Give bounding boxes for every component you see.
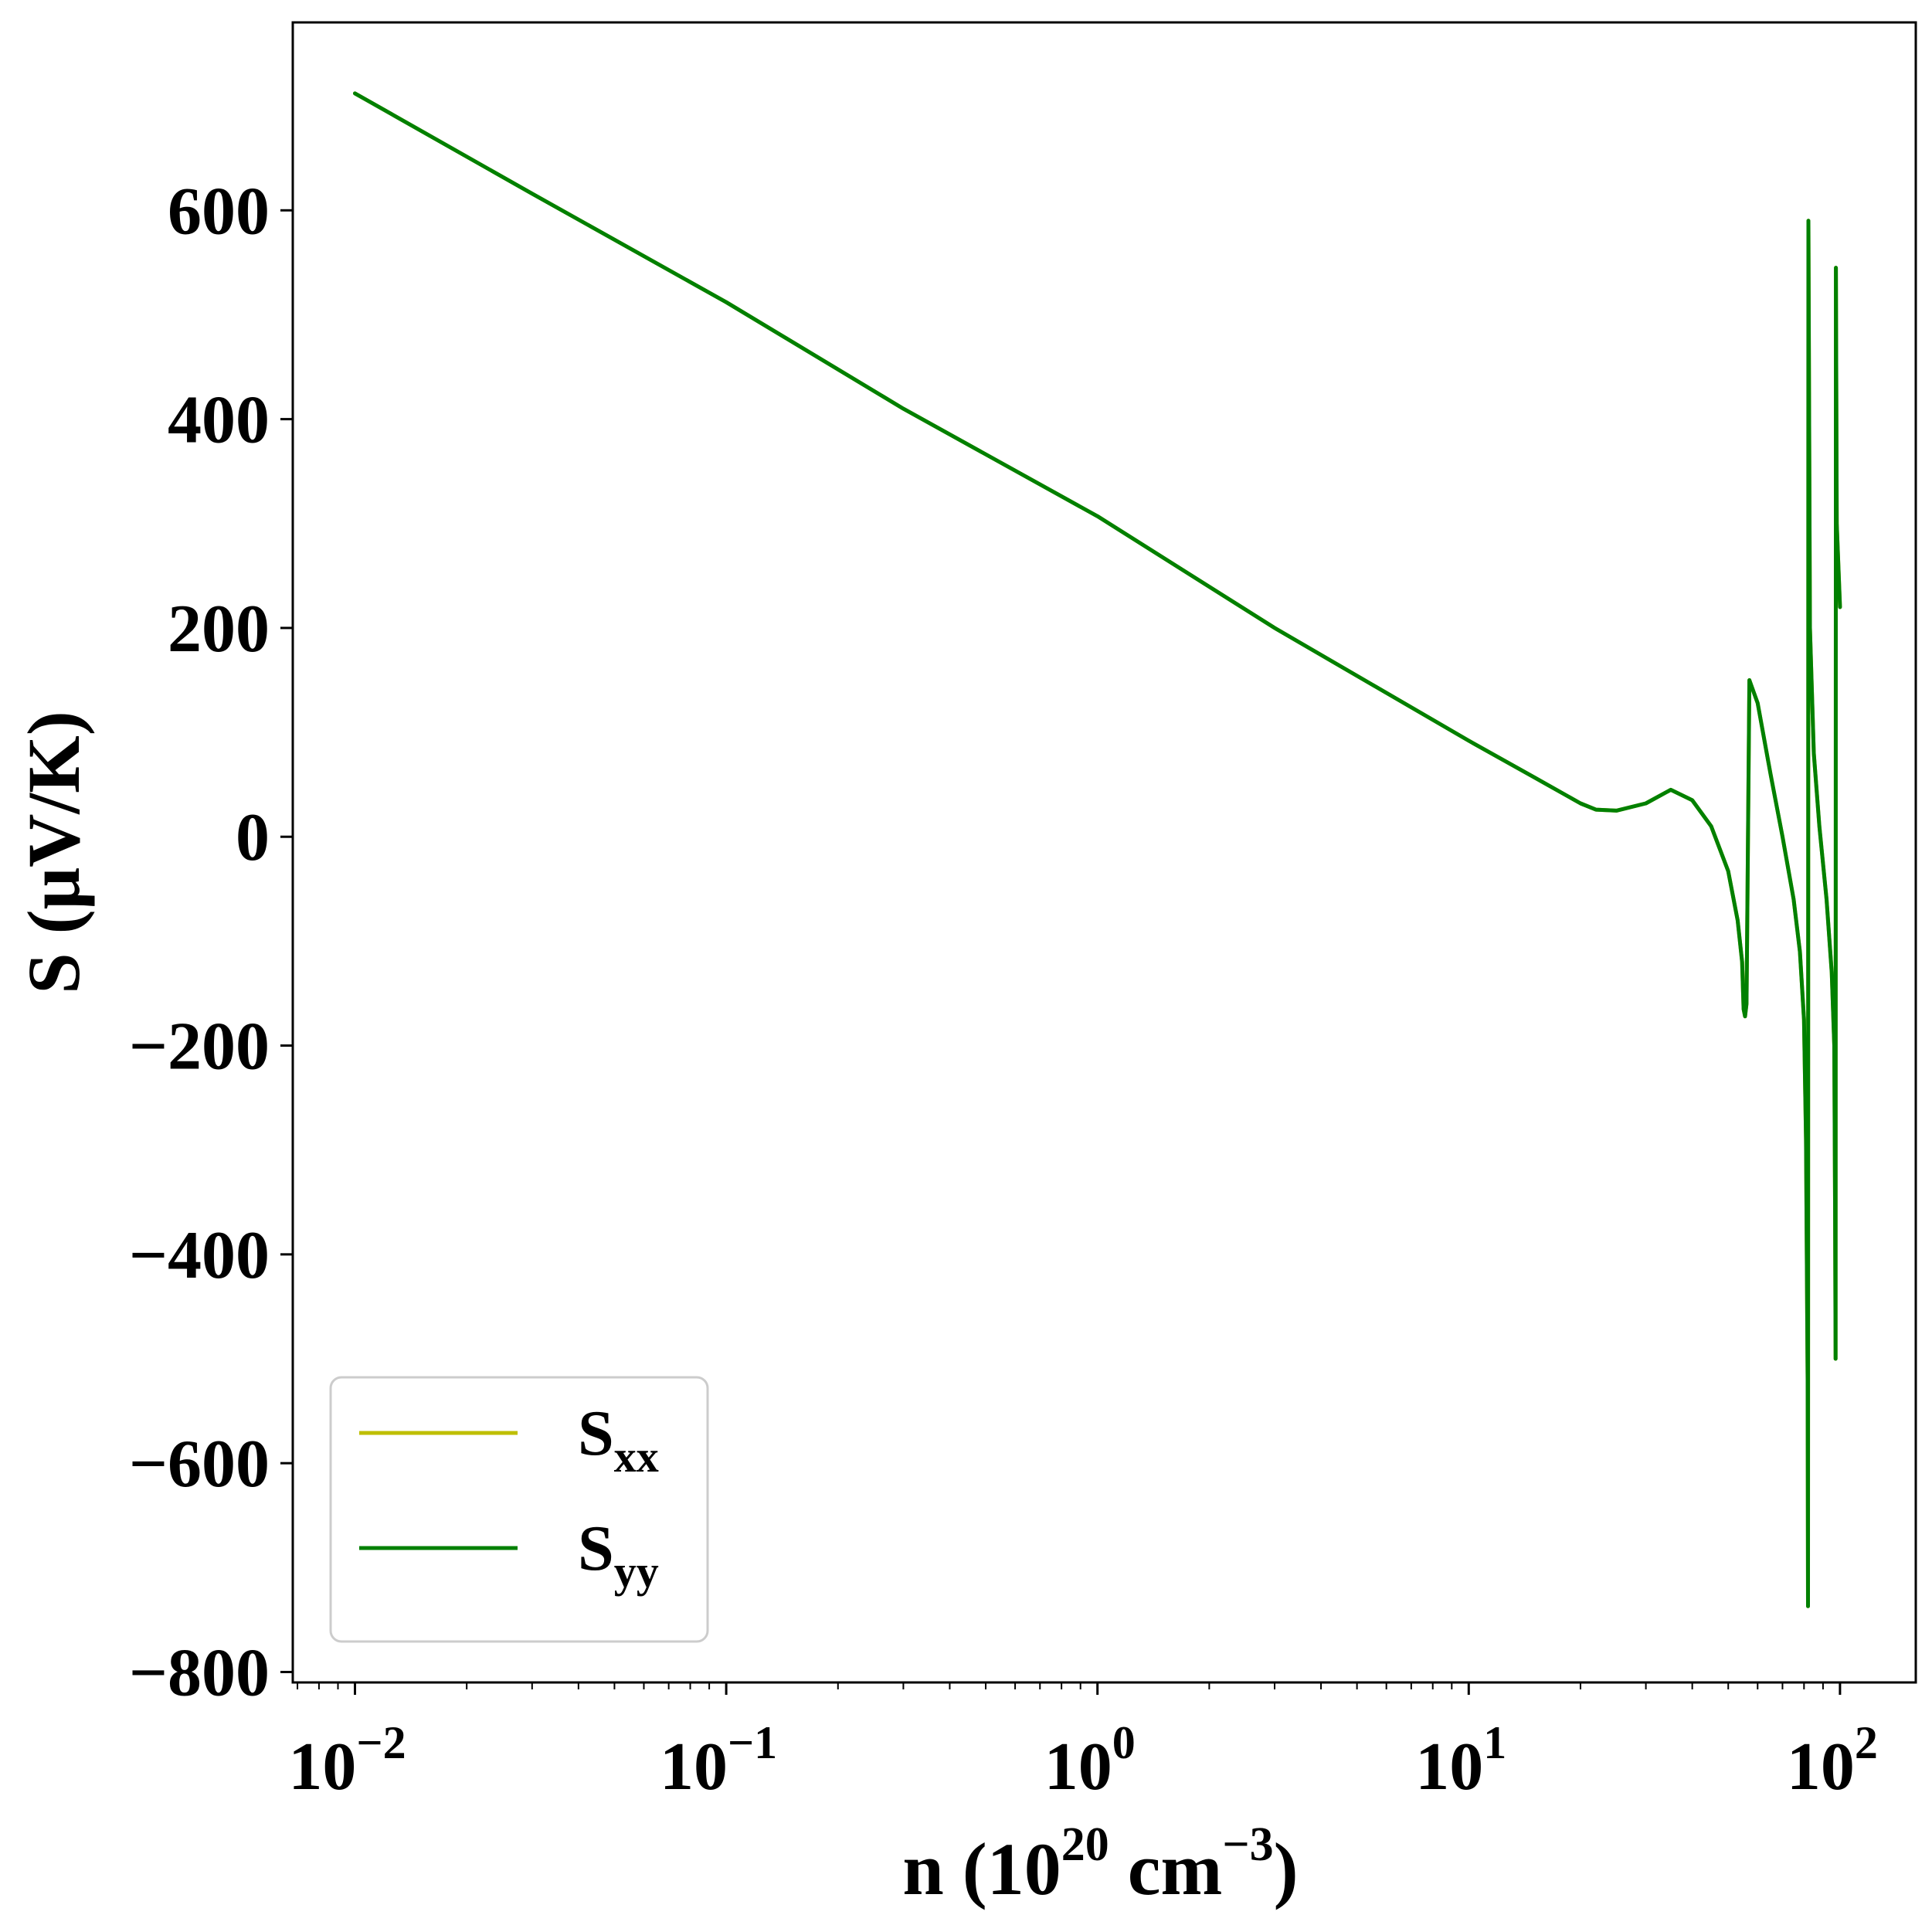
x-tick-label: 10−1	[660, 1717, 777, 1804]
x-axis-title-exponent: 20	[1061, 1818, 1109, 1871]
y-tick-label: −800	[129, 1635, 270, 1710]
x-tick-label: 102	[1787, 1717, 1878, 1804]
x-tick-label: 10−2	[288, 1717, 406, 1804]
legend: Sxx Syy	[329, 1376, 709, 1643]
x-tick-label: 101	[1415, 1717, 1506, 1804]
y-tick-label: −200	[129, 1010, 270, 1085]
y-tick-label: 200	[168, 592, 270, 667]
y-axis-title: S (μV/K)	[12, 711, 95, 993]
y-axis: 600 400 200 0 −200 −400 −600 −800	[129, 174, 293, 1710]
x-axis-title-base: n (10	[902, 1828, 1061, 1910]
x-axis-title-unit-exponent: −3	[1222, 1818, 1273, 1871]
y-tick-label: −600	[129, 1427, 270, 1502]
legend-box	[329, 1376, 709, 1643]
x-axis-title: n (1020 cm−3)	[902, 1818, 1298, 1910]
x-tick-label: 100	[1044, 1717, 1136, 1804]
y-tick-label: 0	[236, 800, 270, 875]
legend-label-sxx: Sxx	[578, 1397, 659, 1482]
x-axis-title-unit: cm	[1109, 1828, 1223, 1910]
series-line-syy	[353, 91, 1842, 1608]
y-tick-label: 600	[168, 174, 270, 249]
plot-frame	[291, 21, 1917, 1684]
y-tick-label: −400	[129, 1218, 270, 1293]
x-axis-title-close: )	[1274, 1828, 1299, 1910]
legend-label-syy: Syy	[578, 1512, 659, 1597]
x-axis: 10−2 10−1 100 101 102	[288, 1682, 1878, 1804]
y-tick-label: 400	[168, 383, 270, 458]
series-layer	[353, 91, 1842, 1608]
